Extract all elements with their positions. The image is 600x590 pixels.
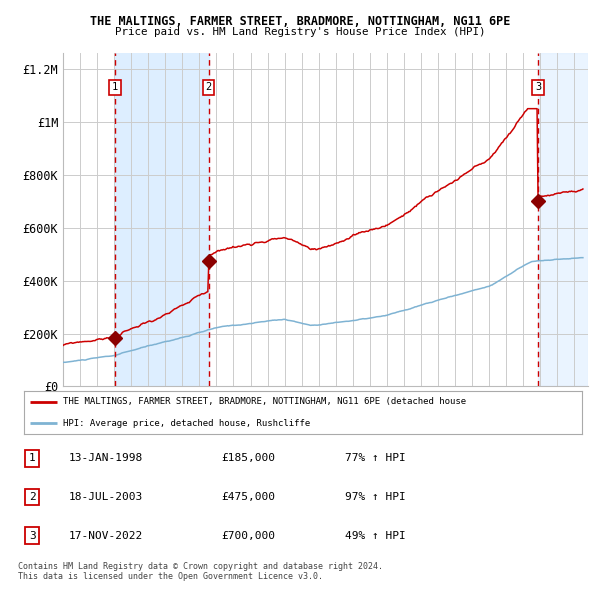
Text: 13-JAN-1998: 13-JAN-1998 (69, 453, 143, 463)
Text: 3: 3 (535, 83, 541, 93)
Text: 77% ↑ HPI: 77% ↑ HPI (345, 453, 406, 463)
Text: £185,000: £185,000 (221, 453, 275, 463)
Text: 17-NOV-2022: 17-NOV-2022 (69, 531, 143, 541)
Text: 2: 2 (205, 83, 212, 93)
Text: Contains HM Land Registry data © Crown copyright and database right 2024.: Contains HM Land Registry data © Crown c… (18, 562, 383, 571)
Text: 1: 1 (29, 453, 35, 463)
Text: 18-JUL-2003: 18-JUL-2003 (69, 492, 143, 502)
Text: 3: 3 (29, 531, 35, 541)
Text: 1: 1 (112, 83, 118, 93)
Text: £700,000: £700,000 (221, 531, 275, 541)
Text: £475,000: £475,000 (221, 492, 275, 502)
Bar (115, 53, 209, 386)
Text: 49% ↑ HPI: 49% ↑ HPI (345, 531, 406, 541)
Text: 97% ↑ HPI: 97% ↑ HPI (345, 492, 406, 502)
Bar (538, 53, 588, 386)
Text: HPI: Average price, detached house, Rushcliffe: HPI: Average price, detached house, Rush… (63, 418, 310, 428)
Text: Price paid vs. HM Land Registry's House Price Index (HPI): Price paid vs. HM Land Registry's House … (115, 27, 485, 37)
Text: THE MALTINGS, FARMER STREET, BRADMORE, NOTTINGHAM, NG11 6PE (detached house: THE MALTINGS, FARMER STREET, BRADMORE, N… (63, 397, 466, 407)
Text: 2: 2 (29, 492, 35, 502)
Text: THE MALTINGS, FARMER STREET, BRADMORE, NOTTINGHAM, NG11 6PE: THE MALTINGS, FARMER STREET, BRADMORE, N… (90, 15, 510, 28)
Text: This data is licensed under the Open Government Licence v3.0.: This data is licensed under the Open Gov… (18, 572, 323, 581)
